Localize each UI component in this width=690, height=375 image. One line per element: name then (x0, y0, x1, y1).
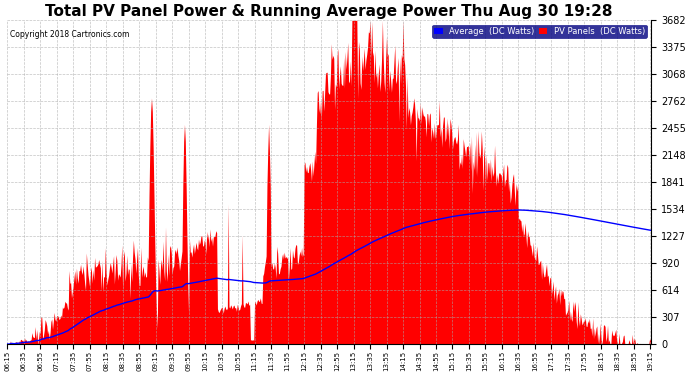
Title: Total PV Panel Power & Running Average Power Thu Aug 30 19:28: Total PV Panel Power & Running Average P… (46, 4, 613, 19)
Legend: Average  (DC Watts), PV Panels  (DC Watts): Average (DC Watts), PV Panels (DC Watts) (432, 24, 647, 38)
Text: Copyright 2018 Cartronics.com: Copyright 2018 Cartronics.com (10, 30, 130, 39)
